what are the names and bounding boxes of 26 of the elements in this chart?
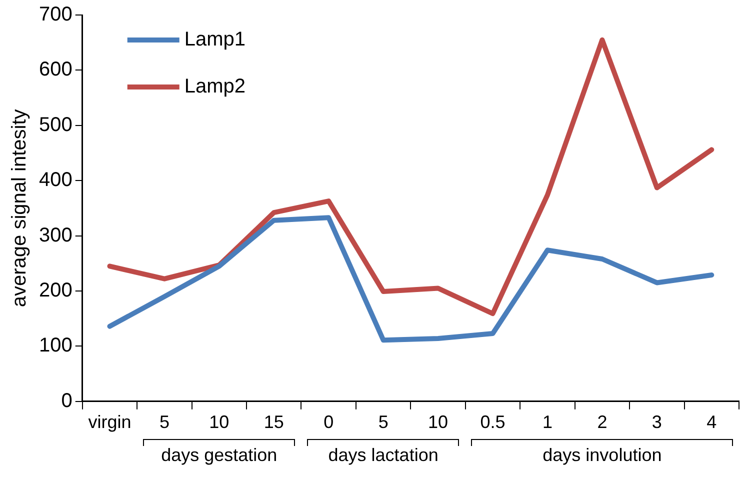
- y-tick-label: 500: [38, 114, 72, 136]
- legend-label: Lamp1: [184, 28, 246, 51]
- y-tick-label: 100: [38, 334, 72, 357]
- y-tick-label: 600: [38, 58, 72, 81]
- text: days gestation: [161, 445, 278, 466]
- x-tick-label: 0.5: [480, 412, 506, 432]
- x-tick-label: virgin: [88, 412, 132, 432]
- y-tick-label: 0: [61, 390, 72, 412]
- x-tick-label: 15: [264, 412, 284, 432]
- x-tick-label: 10: [428, 412, 448, 432]
- y-tick-label: 200: [38, 280, 72, 302]
- x-tick-label: 5: [159, 412, 170, 432]
- y-tick-label: 400: [38, 169, 72, 192]
- y-axis-title: average signal intesity: [8, 109, 31, 308]
- legend-label: Lamp2: [184, 76, 246, 98]
- x-tick-label: 3: [652, 412, 662, 432]
- x-tick-label: 10: [209, 412, 230, 432]
- x-tick-label: 5: [378, 412, 388, 432]
- x-tick-label: 4: [706, 412, 717, 432]
- text: days lactation: [328, 445, 438, 466]
- y-tick-label: 700: [38, 4, 72, 26]
- x-tick-label: 0: [324, 412, 334, 432]
- x-tick-label: 2: [597, 412, 608, 432]
- text: days involution: [542, 445, 662, 466]
- y-tick-label: 300: [38, 224, 72, 246]
- x-tick-label: 1: [542, 412, 552, 432]
